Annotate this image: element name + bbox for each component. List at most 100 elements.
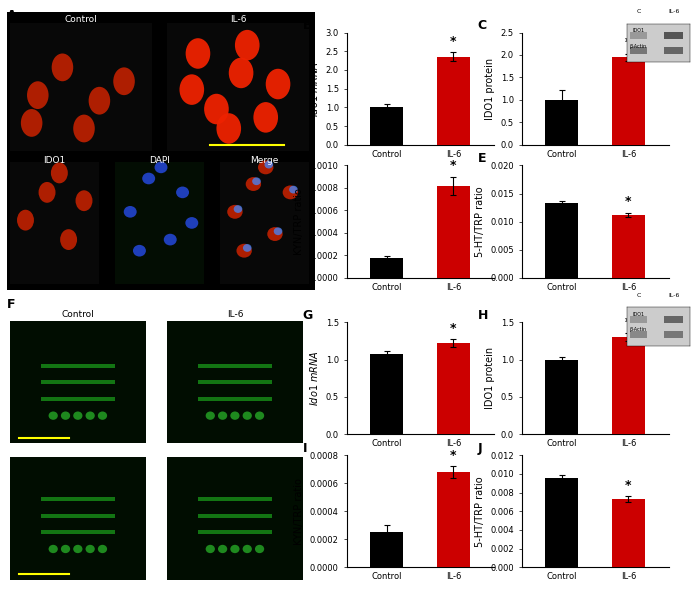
Bar [10, 457, 146, 580]
Text: *: * [625, 479, 631, 492]
Y-axis label: KYN/TRP ratio: KYN/TRP ratio [294, 188, 304, 255]
Text: Merge: Merge [250, 156, 279, 165]
Text: *: * [625, 196, 631, 209]
Bar [10, 322, 146, 443]
Text: C: C [636, 9, 641, 14]
Circle shape [218, 411, 228, 420]
Bar [545, 359, 578, 434]
Text: DAPI: DAPI [149, 156, 170, 165]
FancyArrow shape [198, 397, 272, 401]
Ellipse shape [38, 182, 55, 203]
Bar [437, 343, 470, 434]
Ellipse shape [155, 161, 167, 173]
Bar [664, 47, 683, 54]
Ellipse shape [234, 205, 242, 213]
Text: β-Actin: β-Actin [630, 327, 647, 332]
Ellipse shape [266, 69, 290, 99]
Text: β-Actin: β-Actin [630, 44, 647, 48]
Ellipse shape [76, 190, 92, 211]
Ellipse shape [186, 217, 198, 229]
Circle shape [206, 545, 215, 553]
Circle shape [48, 411, 58, 420]
Bar [370, 108, 403, 145]
Y-axis label: 5-HT/TRP ratio: 5-HT/TRP ratio [475, 186, 484, 257]
Text: C: C [636, 293, 641, 298]
Ellipse shape [289, 186, 298, 193]
Ellipse shape [89, 87, 110, 115]
Bar [630, 32, 648, 39]
Text: I: I [302, 441, 307, 454]
FancyArrow shape [41, 530, 115, 534]
Text: H: H [477, 309, 488, 322]
Text: IL-6: IL-6 [668, 9, 680, 14]
Bar [630, 47, 648, 54]
Text: *: * [450, 322, 456, 335]
Bar [167, 457, 302, 580]
Ellipse shape [267, 227, 283, 241]
Ellipse shape [21, 109, 43, 137]
Text: IDO1: IDO1 [632, 28, 645, 33]
Y-axis label: IDO1 protein: IDO1 protein [485, 347, 495, 410]
Bar [10, 23, 152, 151]
Bar [545, 100, 578, 145]
Ellipse shape [27, 82, 48, 109]
Bar [437, 57, 470, 145]
Ellipse shape [164, 234, 176, 245]
Bar [612, 215, 645, 278]
Circle shape [230, 411, 239, 420]
Bar [545, 203, 578, 278]
Ellipse shape [237, 243, 252, 258]
Y-axis label: 5-HT/TRP ratio: 5-HT/TRP ratio [475, 476, 484, 547]
Circle shape [255, 411, 264, 420]
Ellipse shape [52, 54, 74, 82]
Ellipse shape [17, 210, 34, 230]
Circle shape [98, 411, 107, 420]
Ellipse shape [246, 177, 261, 191]
Text: *: * [625, 316, 631, 329]
Circle shape [243, 411, 252, 420]
Ellipse shape [74, 115, 95, 142]
FancyArrow shape [198, 380, 272, 384]
Text: *: * [625, 36, 631, 49]
Bar [664, 32, 683, 39]
Bar [630, 316, 648, 323]
Bar [220, 162, 309, 284]
Ellipse shape [142, 173, 155, 184]
Ellipse shape [258, 160, 274, 174]
Circle shape [85, 411, 94, 420]
Circle shape [85, 545, 94, 553]
Y-axis label: IDO1 protein: IDO1 protein [485, 57, 495, 120]
FancyArrow shape [198, 530, 272, 534]
Text: IL-6: IL-6 [668, 293, 680, 298]
Text: *: * [450, 159, 456, 172]
FancyArrow shape [198, 363, 272, 368]
Ellipse shape [253, 102, 278, 132]
Text: G: G [302, 309, 313, 322]
Circle shape [48, 545, 58, 553]
Bar [545, 479, 578, 567]
Circle shape [61, 545, 70, 553]
Ellipse shape [283, 186, 298, 199]
Circle shape [61, 411, 70, 420]
Text: C: C [477, 19, 486, 32]
Ellipse shape [186, 38, 210, 69]
Circle shape [218, 545, 228, 553]
Text: F: F [7, 298, 15, 311]
FancyArrow shape [41, 497, 115, 501]
Bar [437, 186, 470, 278]
Bar [612, 499, 645, 567]
Text: B: B [302, 19, 312, 32]
Y-axis label: $\it{Ido1\ mRNA}$: $\it{Ido1\ mRNA}$ [308, 61, 320, 116]
Ellipse shape [179, 74, 204, 105]
Text: Control: Control [64, 15, 97, 24]
Circle shape [230, 545, 239, 553]
FancyArrow shape [41, 380, 115, 384]
Ellipse shape [274, 228, 282, 235]
Circle shape [74, 545, 83, 553]
Bar [370, 354, 403, 434]
Bar [370, 258, 403, 278]
Ellipse shape [228, 205, 243, 219]
Circle shape [206, 411, 215, 420]
Text: Control: Control [62, 310, 94, 319]
Ellipse shape [243, 244, 251, 252]
